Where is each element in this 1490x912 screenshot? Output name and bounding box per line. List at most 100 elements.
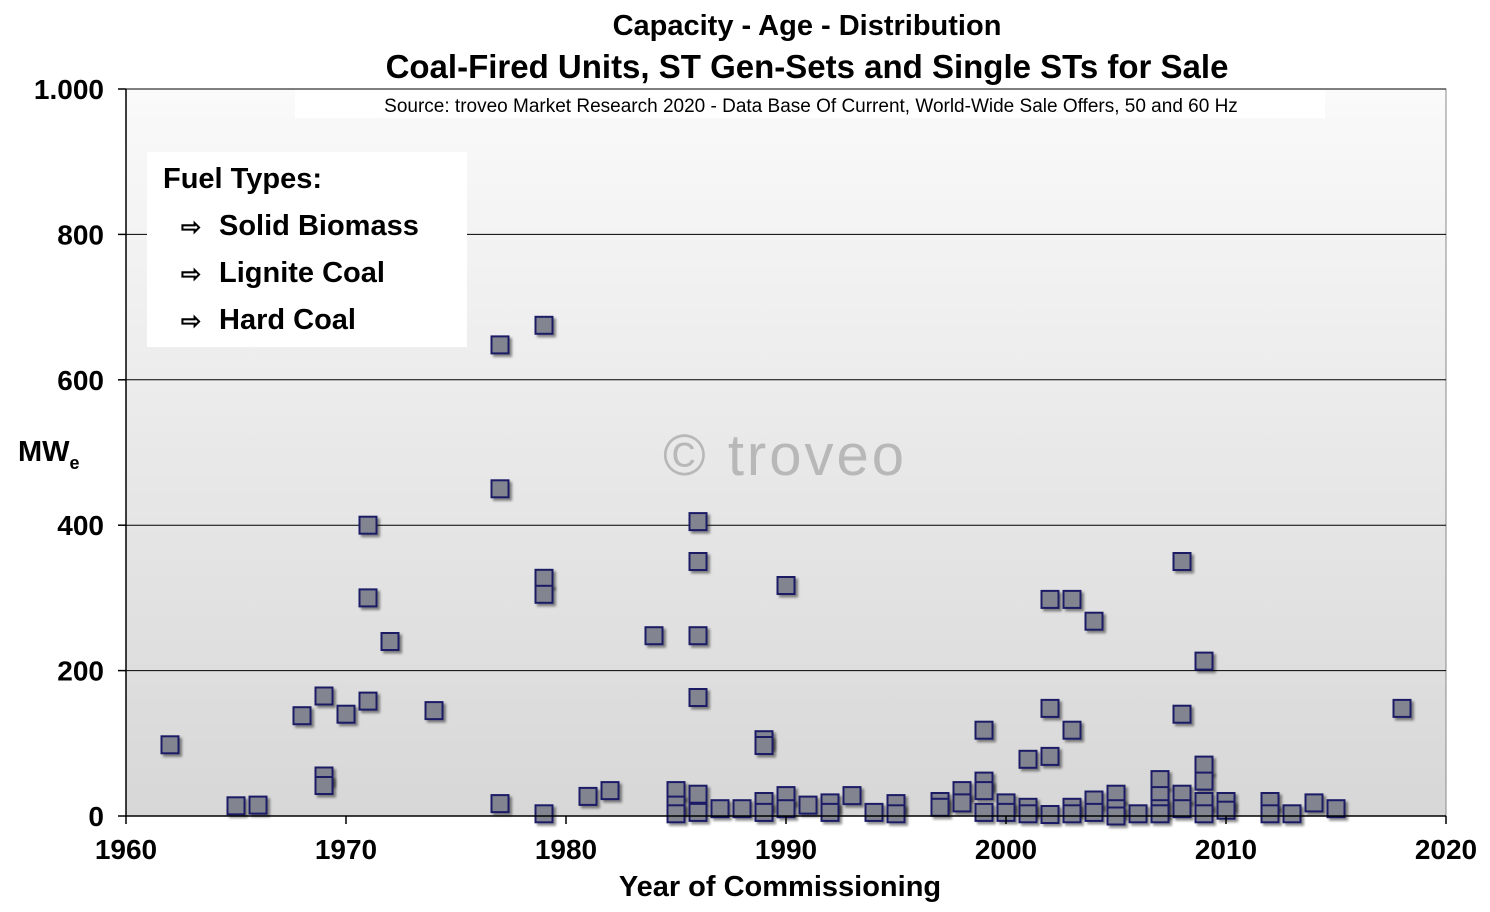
legend-arrow-icon: ⇨: [181, 308, 201, 335]
data-point: [1040, 589, 1060, 609]
legend-box: [147, 152, 467, 347]
data-point: [1040, 746, 1060, 766]
y-tick-label: 200: [57, 656, 104, 687]
data-point: [842, 786, 862, 806]
data-point: [358, 691, 378, 711]
data-point: [1062, 720, 1082, 740]
x-tick-label: 2010: [1195, 834, 1257, 865]
data-point: [688, 552, 708, 571]
data-point: [864, 802, 884, 822]
data-point: [1172, 552, 1192, 571]
data-point: [314, 776, 334, 795]
chart-title: Capacity - Age - Distribution: [613, 10, 1002, 42]
x-tick-label: 1960: [95, 834, 157, 865]
data-point: [974, 720, 994, 740]
x-axis-label: Year of Commissioning: [619, 871, 941, 903]
data-point: [974, 802, 994, 822]
data-point: [930, 797, 950, 817]
data-point: [688, 512, 708, 532]
x-tick-label: 2000: [975, 834, 1037, 865]
data-point: [1260, 804, 1280, 824]
data-point: [1194, 804, 1214, 824]
data-point: [358, 588, 378, 608]
data-point: [1040, 805, 1060, 824]
data-point: [1040, 698, 1060, 718]
data-point: [710, 799, 730, 819]
data-point: [1018, 804, 1038, 824]
data-point: [754, 802, 774, 822]
data-point: [1062, 804, 1082, 824]
data-point: [1392, 698, 1412, 718]
data-point: [314, 686, 334, 706]
data-point: [490, 335, 510, 355]
legend-item-label: Solid Biomass: [219, 210, 419, 242]
source-backdrop: [295, 90, 1325, 118]
y-tick-label: 0: [88, 801, 104, 832]
x-tick-label: 1990: [755, 834, 817, 865]
legend-items: ⇨ Solid Biomass ⇨ Lignite Coal ⇨ Hard Coal: [181, 210, 419, 336]
data-point: [226, 796, 246, 816]
data-point: [534, 584, 554, 604]
y-axis-label: MWe: [18, 436, 80, 473]
chart-source: Source: troveo Market Research 2020 - Da…: [384, 96, 1238, 117]
data-point: [688, 802, 708, 822]
data-point: [754, 736, 774, 755]
data-point: [490, 479, 510, 499]
data-point: [688, 688, 708, 707]
data-point: [1304, 793, 1324, 813]
data-point: [534, 804, 554, 824]
legend-arrow-icon: ⇨: [181, 261, 201, 288]
data-point: [490, 794, 510, 814]
data-point: [248, 795, 268, 815]
data-point: [1128, 804, 1148, 824]
data-point: [1194, 771, 1214, 791]
chart-subtitle: Coal-Fired Units, ST Gen-Sets and Single…: [386, 48, 1229, 85]
data-point: [732, 799, 752, 819]
y-tick-label: 400: [57, 510, 104, 541]
data-point: [1194, 651, 1214, 671]
y-axis-label-main: MW: [18, 436, 70, 468]
data-point: [1172, 799, 1192, 819]
data-point: [1172, 704, 1192, 724]
data-point: [600, 781, 620, 801]
data-point: [1150, 770, 1170, 790]
data-point: [952, 793, 972, 813]
data-point: [534, 315, 554, 335]
legend-item-label: Lignite Coal: [219, 257, 385, 289]
data-point: [820, 802, 840, 822]
data-point: [1194, 755, 1214, 775]
data-point: [776, 799, 796, 819]
legend-arrow-icon: ⇨: [181, 214, 201, 241]
x-tick-label: 1970: [315, 834, 377, 865]
data-point: [666, 804, 686, 824]
data-point: [358, 515, 378, 535]
data-point: [1282, 804, 1302, 824]
data-point: [798, 795, 818, 815]
watermark: © troveo: [663, 423, 907, 488]
legend-item-label: Hard Coal: [219, 304, 356, 336]
y-tick-label: 1.000: [34, 74, 104, 105]
data-point: [1084, 802, 1104, 822]
data-point: [1326, 799, 1346, 819]
data-point: [336, 704, 356, 724]
x-tick-label: 2020: [1415, 834, 1477, 865]
data-point: [160, 735, 180, 755]
x-axis-ticks: 1960 1970 1980 1990 2000 2010 2020: [95, 816, 1477, 865]
data-point: [424, 701, 444, 721]
data-point: [974, 781, 994, 801]
y-tick-label: 800: [57, 219, 104, 250]
data-point: [1062, 589, 1082, 609]
y-axis-label-subscript: e: [70, 453, 80, 473]
data-point: [1084, 611, 1104, 631]
gridlines: [126, 88, 1446, 672]
data-point: [380, 632, 400, 651]
data-point: [644, 626, 664, 646]
data-point: [886, 804, 906, 824]
data-point: [688, 626, 708, 646]
x-tick-label: 1980: [535, 834, 597, 865]
data-point: [292, 706, 312, 726]
data-point: [534, 568, 554, 588]
y-axis-ticks: 0 200 400 600 800 1.000: [34, 74, 126, 832]
